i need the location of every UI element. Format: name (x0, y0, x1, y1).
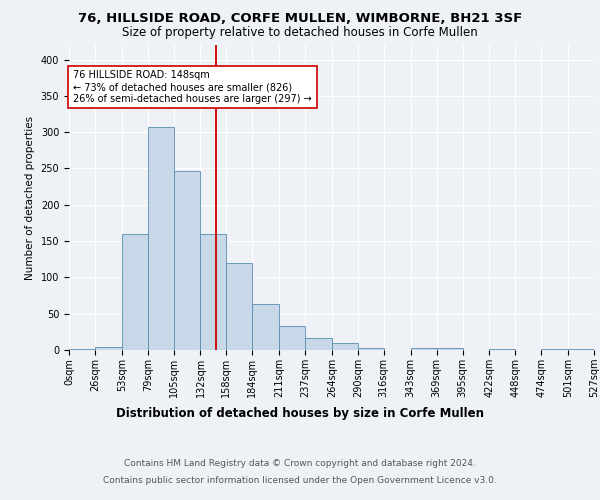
Text: Size of property relative to detached houses in Corfe Mullen: Size of property relative to detached ho… (122, 26, 478, 39)
Bar (173, 172, 200, 350)
Bar (95, 347, 122, 350)
Text: Distribution of detached houses by size in Corfe Mullen: Distribution of detached houses by size … (116, 408, 484, 420)
Bar (568, 348, 594, 350)
Bar (200, 234, 226, 350)
Bar (279, 326, 305, 350)
Bar (332, 344, 358, 350)
Text: 76, HILLSIDE ROAD, CORFE MULLEN, WIMBORNE, BH21 3SF: 76, HILLSIDE ROAD, CORFE MULLEN, WIMBORN… (78, 12, 522, 25)
Text: Contains HM Land Registry data © Crown copyright and database right 2024.: Contains HM Land Registry data © Crown c… (124, 458, 476, 468)
Bar (410, 348, 437, 350)
Bar (305, 338, 332, 350)
Bar (358, 348, 384, 350)
Bar (490, 348, 515, 350)
Text: 76 HILLSIDE ROAD: 148sqm
← 73% of detached houses are smaller (826)
26% of semi-: 76 HILLSIDE ROAD: 148sqm ← 73% of detach… (73, 70, 312, 104)
Bar (148, 127, 173, 350)
Bar (122, 234, 148, 350)
Text: Contains public sector information licensed under the Open Government Licence v3: Contains public sector information licen… (103, 476, 497, 485)
Bar (226, 263, 253, 350)
Bar (253, 304, 279, 350)
Y-axis label: Number of detached properties: Number of detached properties (25, 116, 35, 280)
Bar (541, 348, 568, 350)
Bar (437, 348, 463, 350)
Bar (69, 348, 95, 350)
